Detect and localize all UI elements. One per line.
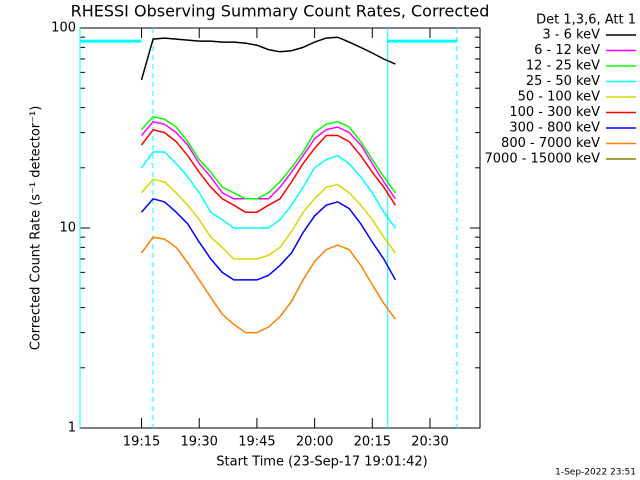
chart-title: RHESSI Observing Summary Count Rates, Co…: [71, 2, 490, 21]
legend-title: Det 1,3,6, Att 1: [536, 13, 636, 28]
y-axis-label: Corrected Count Rate (s⁻¹ detector⁻¹): [29, 106, 44, 351]
series-line: [140, 115, 397, 200]
x-tick-label: 20:15: [354, 435, 391, 450]
footer: 1-Sep-2022 23:51: [555, 468, 636, 478]
legend-label: 300 - 800 keV: [509, 121, 600, 136]
x-tick-label: 20:00: [296, 435, 333, 450]
series-line: [140, 36, 396, 81]
x-tick-label: 20:30: [411, 435, 448, 450]
y-tick-label: 100: [51, 21, 76, 36]
legend-label: 800 - 7000 keV: [501, 136, 600, 151]
y-tick-label: 10: [59, 221, 76, 236]
x-tick-label: 19:30: [180, 435, 217, 450]
x-axis-label: Start Time (23-Sep-17 19:01:42): [216, 455, 427, 470]
x-tick-label: 19:45: [238, 435, 275, 450]
series-line: [140, 197, 397, 281]
legend-label: 50 - 100 keV: [518, 90, 601, 105]
y-tick-label: 1: [68, 421, 76, 436]
legend-label: 7000 - 15000 keV: [485, 152, 601, 167]
legend-label: 25 - 50 keV: [526, 74, 600, 89]
series-line: [140, 178, 397, 260]
series-line: [140, 151, 397, 229]
series-line: [140, 128, 397, 213]
legend-label: 3 - 6 keV: [542, 28, 600, 43]
plot-frame: [79, 27, 481, 429]
legend-label: 100 - 300 keV: [509, 105, 600, 120]
x-tick-label: 19:15: [123, 435, 160, 450]
series-line: [140, 236, 397, 334]
series-line: [140, 120, 397, 200]
legend-label: 6 - 12 keV: [534, 43, 600, 58]
legend-label: 12 - 25 keV: [526, 59, 600, 74]
